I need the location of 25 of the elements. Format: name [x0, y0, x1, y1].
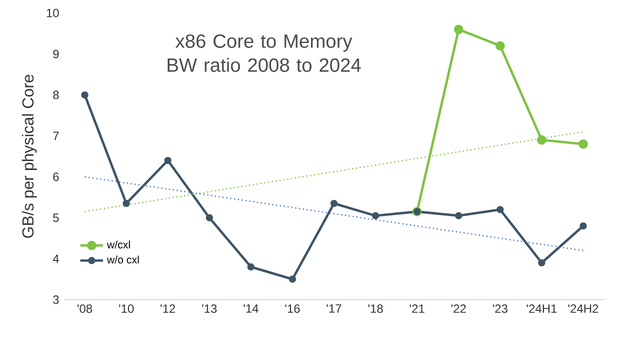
y-tick-label: 8 [53, 90, 59, 100]
x-tick-label: '24H1 [526, 304, 557, 313]
x-tick-label: '17 [326, 304, 342, 313]
x-tick-label: '10 [119, 304, 134, 313]
x-tick-label: '23 [492, 304, 508, 313]
y-tick-label: 7 [53, 132, 59, 140]
x-tick-label: '08 [78, 304, 92, 313]
text: x86 Core to Memory BW ratio 2008 to 2024 [168, 34, 361, 72]
x-tick-label: '22 [451, 304, 466, 313]
x-tick-label: '21 [410, 304, 424, 313]
y-tick-label: 5 [53, 214, 59, 222]
y-tick-label: 4 [52, 254, 59, 263]
legend-label: w/o cxl [106, 256, 139, 264]
legend-label: w/cxl [106, 240, 130, 248]
x-tick-label: '24H2 [568, 304, 598, 313]
x-tick-label: '18 [368, 304, 383, 313]
y-tick-label: 6 [53, 172, 59, 182]
x-tick-label: '13 [202, 304, 217, 313]
x-tick-label: '12 [160, 304, 176, 313]
y-tick-label: 3 [53, 295, 59, 304]
y-tick-label: 10 [46, 8, 59, 18]
y-tick-label: 9 [53, 50, 59, 58]
x-tick-label: '14 [244, 304, 258, 313]
x-tick-label: '16 [285, 304, 300, 313]
y-axis-title: GB/s per physical Core [22, 74, 37, 238]
